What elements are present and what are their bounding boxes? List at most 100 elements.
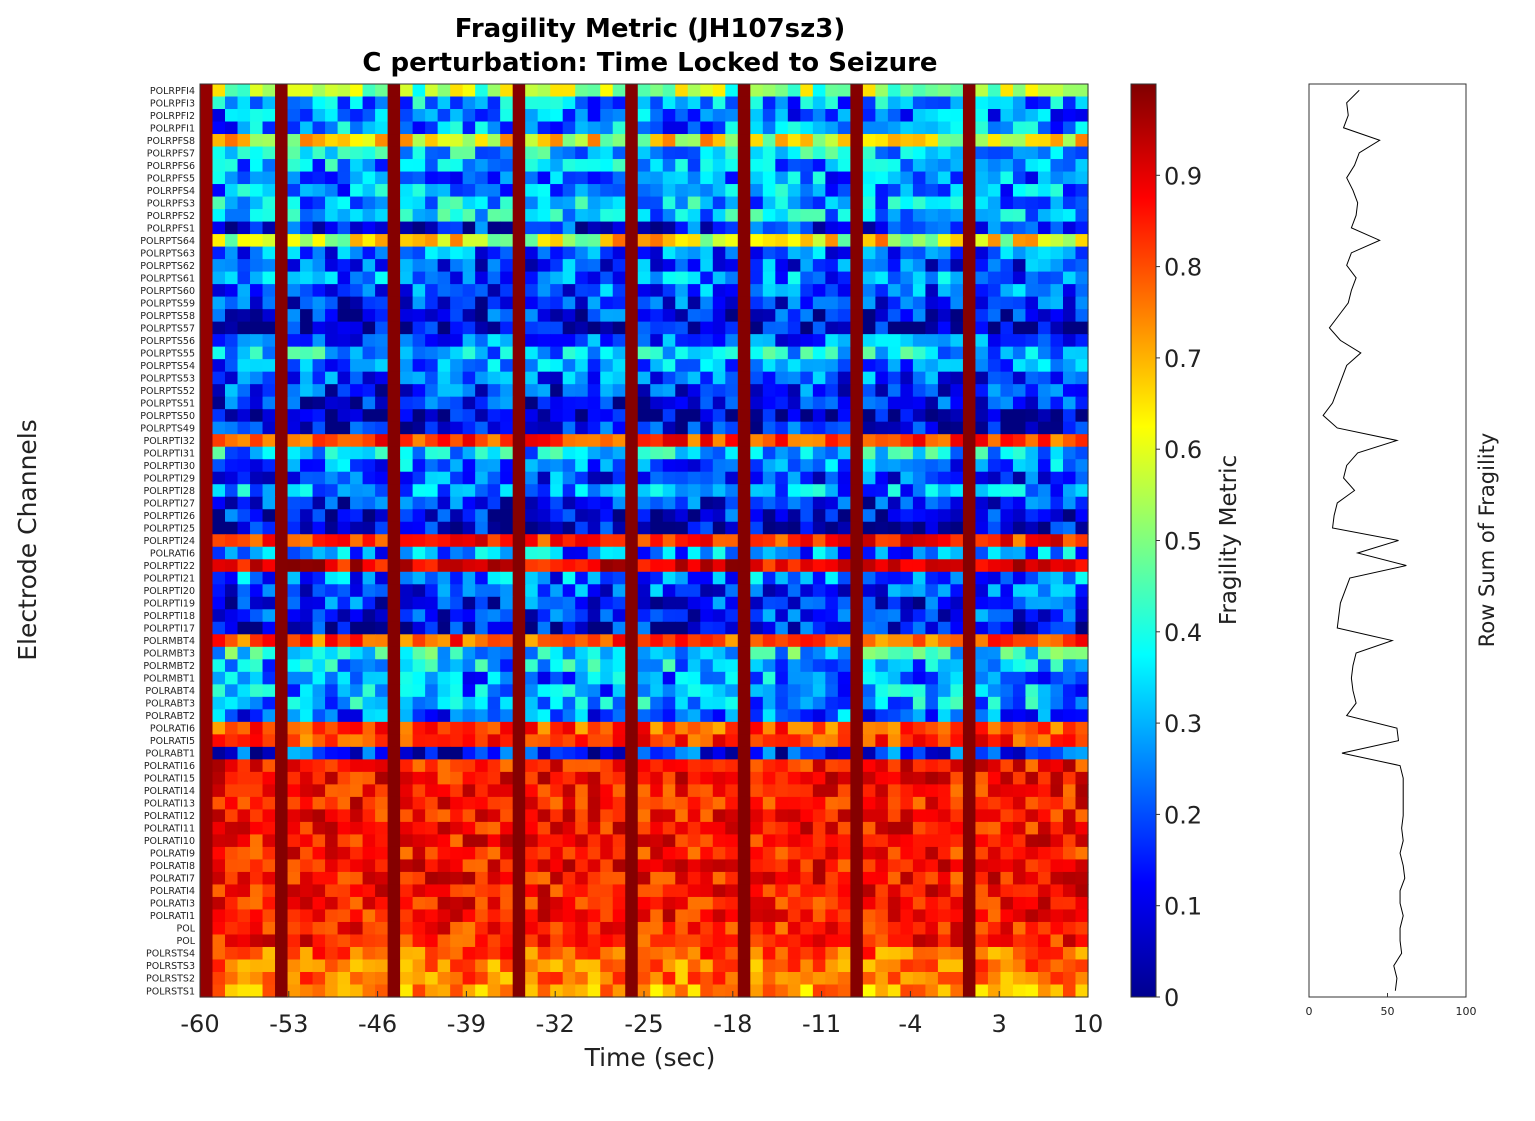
heatmap-cell xyxy=(437,696,451,710)
heatmap-cell xyxy=(350,671,364,685)
heatmap-cell xyxy=(1062,846,1077,861)
heatmap-cell xyxy=(900,709,914,723)
heatmap-cell xyxy=(1062,909,1077,923)
heatmap-cell xyxy=(512,821,526,836)
heatmap-cell xyxy=(312,284,326,298)
heatmap-cell xyxy=(1050,521,1064,535)
heatmap-cell xyxy=(650,821,664,836)
heatmap-cell xyxy=(1000,184,1014,198)
heatmap-cell xyxy=(200,821,214,836)
heatmap-cell xyxy=(325,146,339,160)
heatmap-cell xyxy=(562,484,576,498)
heatmap-cell xyxy=(612,684,626,698)
heatmap-cell xyxy=(925,296,939,310)
heatmap-cell xyxy=(937,796,952,810)
heatmap-cell xyxy=(575,909,589,923)
heatmap-cell xyxy=(987,834,1002,848)
heatmap-cell xyxy=(237,309,251,323)
heatmap-cell xyxy=(975,459,989,473)
heatmap-cell xyxy=(625,221,639,235)
heatmap-cell xyxy=(500,309,514,323)
heatmap-cell xyxy=(737,296,751,310)
heatmap-cell xyxy=(425,859,439,873)
heatmap-cell xyxy=(525,671,539,685)
heatmap-cell xyxy=(525,296,539,310)
heatmap-cell xyxy=(575,321,589,335)
heatmap-cell xyxy=(312,446,326,460)
heatmap-cell xyxy=(550,571,564,585)
heatmap-cell xyxy=(387,509,401,523)
heatmap-cell xyxy=(600,221,614,235)
heatmap-cell xyxy=(650,359,664,373)
heatmap-cell xyxy=(875,121,889,135)
heatmap-cell xyxy=(200,259,214,273)
heatmap-cell xyxy=(1062,696,1077,710)
heatmap-cell xyxy=(512,709,526,723)
heatmap-cell xyxy=(300,121,314,135)
heatmap-cell xyxy=(650,271,664,285)
heatmap-cell xyxy=(875,446,889,460)
heatmap-cell xyxy=(337,396,351,410)
heatmap-cell xyxy=(1050,271,1064,285)
heatmap-cell xyxy=(687,196,701,210)
heatmap-cell xyxy=(1000,159,1014,173)
heatmap-cell xyxy=(950,446,964,460)
heatmap-cell xyxy=(887,471,901,485)
heatmap-cell xyxy=(800,859,814,873)
heatmap-cell xyxy=(450,196,464,210)
heatmap-cell xyxy=(1025,459,1039,473)
heatmap-cell xyxy=(612,234,626,248)
heatmap-cell xyxy=(400,834,414,848)
heatmap-cell xyxy=(250,634,264,648)
heatmap-cell xyxy=(612,696,626,710)
heatmap-cell xyxy=(1075,146,1089,160)
heatmap-cell xyxy=(312,396,326,410)
heatmap-cell xyxy=(337,246,351,260)
heatmap-cell xyxy=(362,671,376,685)
heatmap-cell xyxy=(475,221,489,235)
heatmap-cell xyxy=(275,659,289,673)
heatmap-cell xyxy=(337,371,351,385)
heatmap-cell xyxy=(775,809,789,823)
heatmap-cell xyxy=(862,596,876,610)
heatmap-cell xyxy=(525,384,539,398)
heatmap-cell xyxy=(912,284,927,298)
heatmap-cell xyxy=(425,171,439,185)
heatmap-cell xyxy=(225,471,239,485)
heatmap-cell xyxy=(537,621,551,635)
heatmap-cell xyxy=(237,834,251,848)
heatmap-cell xyxy=(875,784,889,798)
heatmap-cell xyxy=(300,334,314,348)
heatmap-cell xyxy=(787,659,801,673)
heatmap-cell xyxy=(425,271,439,285)
heatmap-cell xyxy=(1062,746,1077,760)
heatmap-cell xyxy=(250,484,264,498)
heatmap-cell xyxy=(987,746,1002,760)
heatmap-cell xyxy=(1050,321,1064,335)
heatmap-cell xyxy=(575,296,589,310)
heatmap-cell xyxy=(687,371,701,385)
heatmap-cell xyxy=(675,921,689,936)
heatmap-cell xyxy=(762,521,776,535)
heatmap-cell xyxy=(387,821,401,836)
heatmap-cell xyxy=(512,146,526,160)
heatmap-cell xyxy=(512,234,526,248)
heatmap-cell xyxy=(275,421,289,435)
heatmap-cell xyxy=(550,946,564,961)
heatmap-cell xyxy=(712,846,726,861)
heatmap-cell xyxy=(775,909,789,923)
heatmap-cell xyxy=(425,484,439,498)
heatmap-cell xyxy=(975,484,989,498)
heatmap-cell xyxy=(250,121,264,135)
heatmap-cell xyxy=(550,321,564,335)
heatmap-cell xyxy=(325,696,339,710)
heatmap-cell xyxy=(925,446,939,460)
heatmap-cell xyxy=(1075,884,1089,898)
heatmap-cell xyxy=(575,159,589,173)
heatmap-cell xyxy=(812,621,826,635)
heatmap-cell xyxy=(212,434,226,448)
heatmap-cell xyxy=(287,909,301,923)
heatmap-cell xyxy=(800,846,814,861)
heatmap-cell xyxy=(987,896,1002,911)
heatmap-cell xyxy=(250,709,264,723)
